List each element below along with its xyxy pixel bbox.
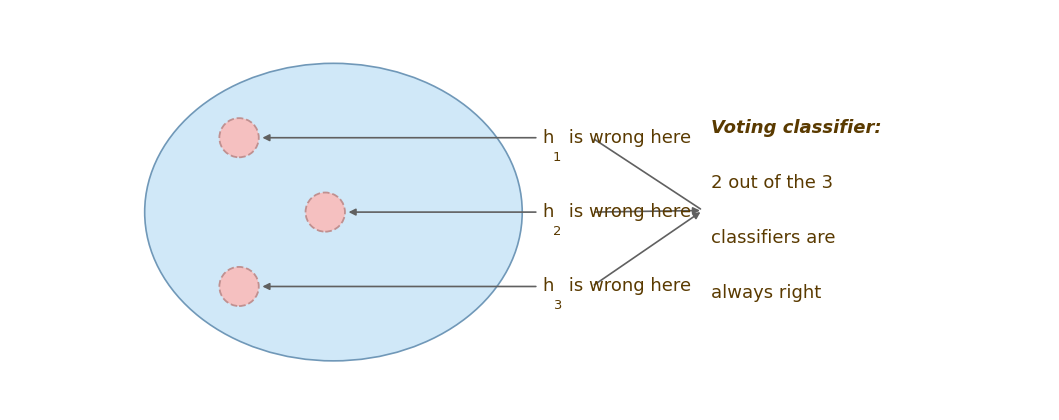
Text: is wrong here: is wrong here xyxy=(563,278,692,296)
Text: 2: 2 xyxy=(553,225,561,238)
Text: h: h xyxy=(542,278,554,296)
Ellipse shape xyxy=(306,192,345,232)
Ellipse shape xyxy=(145,63,522,361)
Text: is wrong here: is wrong here xyxy=(563,203,692,221)
Text: h: h xyxy=(542,203,554,221)
Text: always right: always right xyxy=(711,284,821,302)
Text: 2 out of the 3: 2 out of the 3 xyxy=(711,174,833,192)
Text: Voting classifier:: Voting classifier: xyxy=(711,119,881,137)
Ellipse shape xyxy=(219,118,258,157)
Text: 1: 1 xyxy=(553,151,561,164)
Ellipse shape xyxy=(219,267,258,306)
Text: h: h xyxy=(542,129,554,147)
Text: is wrong here: is wrong here xyxy=(563,129,692,147)
Text: 3: 3 xyxy=(553,299,561,312)
Text: classifiers are: classifiers are xyxy=(711,229,836,247)
